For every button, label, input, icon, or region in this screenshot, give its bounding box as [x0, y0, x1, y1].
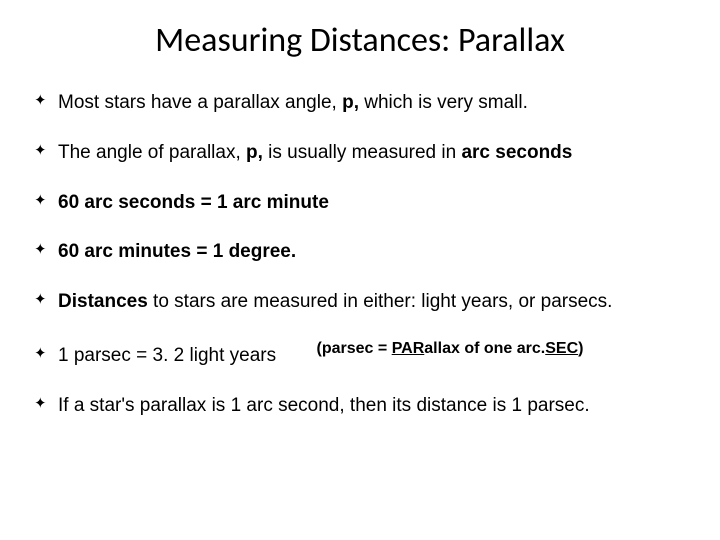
bullet-item-2: The angle of parallax, p, is usually mea…: [30, 141, 690, 165]
text: to stars are measured in either: light y…: [148, 291, 613, 312]
text: If a star's parallax is 1 arc second, th…: [58, 395, 590, 416]
text: 1 parsec = 3. 2 light years: [58, 345, 276, 366]
text: Most stars have a parallax angle,: [58, 92, 342, 113]
bullet-item-1: Most stars have a parallax angle, p, whi…: [30, 91, 690, 115]
text: The angle of parallax,: [58, 142, 246, 163]
bold-p: p,: [246, 142, 263, 163]
bold-distances: Distances: [58, 291, 148, 312]
bold-text: 60 arc minutes = 1 degree.: [58, 241, 296, 262]
bold-arc-seconds: arc seconds: [461, 142, 572, 163]
bullet-item-4: 60 arc minutes = 1 degree.: [30, 240, 690, 264]
slide: Measuring Distances: Parallax Most stars…: [0, 0, 720, 540]
bullet-item-3: 60 arc seconds = 1 arc minute: [30, 191, 690, 215]
slide-title: Measuring Distances: Parallax: [30, 20, 690, 61]
bullet-item-6: 1 parsec = 3. 2 light years: [30, 344, 690, 368]
bullet-list: Most stars have a parallax angle, p, whi…: [30, 91, 690, 417]
text: is usually measured in: [263, 142, 462, 163]
bold-p: p,: [342, 92, 359, 113]
bullet-item-5: Distances to stars are measured in eithe…: [30, 290, 690, 314]
bullet-item-7: If a star's parallax is 1 arc second, th…: [30, 394, 690, 418]
text: which is very small.: [359, 92, 528, 113]
bold-text: 60 arc seconds = 1 arc minute: [58, 192, 329, 213]
